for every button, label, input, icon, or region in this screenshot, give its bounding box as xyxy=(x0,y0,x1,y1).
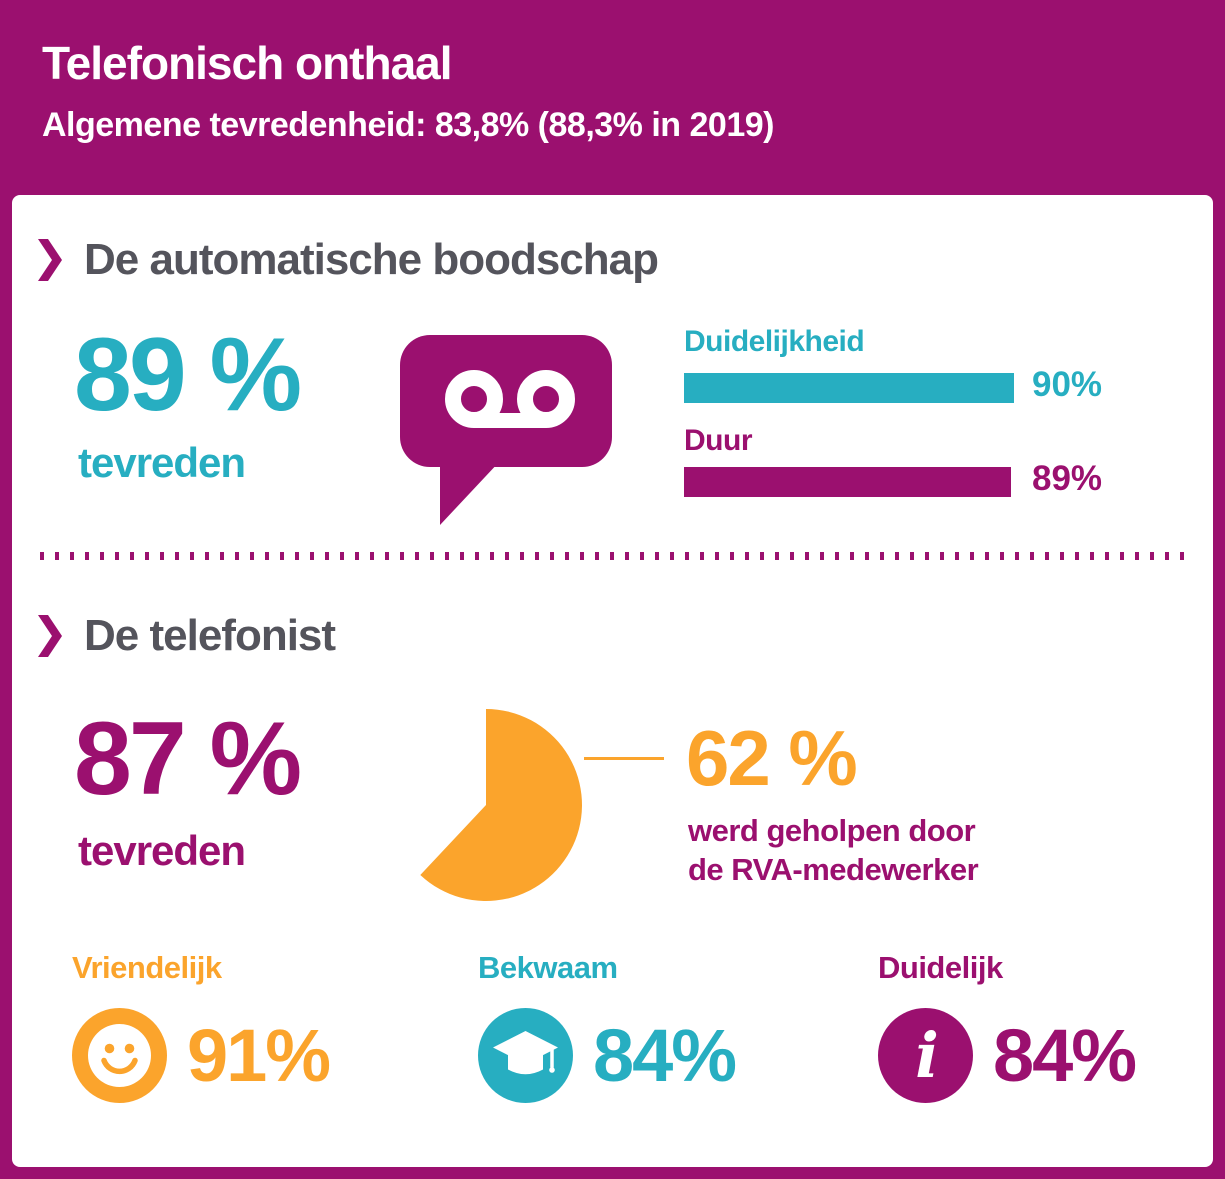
bar-chart: Duidelijkheid 90% Duur 89% xyxy=(684,325,1213,515)
operator-satisfaction-value: 87 % xyxy=(74,701,302,817)
pie-description-line2: de RVA-medewerker xyxy=(688,852,979,887)
graduation-cap-icon xyxy=(478,1008,573,1103)
bar-label: Duur xyxy=(684,424,753,457)
pie-description-line1: werd geholpen door xyxy=(688,813,976,848)
info-icon: i xyxy=(878,1008,973,1103)
pie-chart xyxy=(420,709,582,901)
chevron-icon xyxy=(38,615,62,657)
quality-column: Bekwaam 84% xyxy=(478,950,737,1103)
pie-slice xyxy=(420,709,582,901)
bar-fill xyxy=(684,373,1014,403)
auto-satisfaction-label: tevreden xyxy=(78,439,246,486)
pie-value: 62 % xyxy=(686,714,858,802)
section-heading-label: De automatische boodschap xyxy=(84,235,659,284)
pie-callout-line xyxy=(584,757,664,760)
pie-description: werd geholpen door de RVA-medewerker xyxy=(688,811,979,889)
bar-label: Duidelijkheid xyxy=(684,325,865,358)
operator-satisfaction-label: tevreden xyxy=(78,827,246,874)
bar-value: 90% xyxy=(1032,365,1103,404)
quality-label: Duidelijk xyxy=(878,950,1003,985)
page-title: Telefonisch onthaal xyxy=(42,37,453,89)
bar-fill xyxy=(684,467,1011,497)
auto-satisfaction-value: 89 % xyxy=(74,317,302,433)
quality-value: 84% xyxy=(593,1013,737,1097)
bar-value: 89% xyxy=(1032,459,1103,498)
smiley-icon xyxy=(72,1008,167,1103)
dotted-separator xyxy=(40,552,1185,560)
svg-text:i: i xyxy=(915,1019,939,1092)
page-subtitle: Algemene tevredenheid: 83,8% (88,3% in 2… xyxy=(42,106,774,144)
section-heading-telefonist: De telefonist xyxy=(38,611,336,661)
quality-value: 91% xyxy=(187,1013,331,1097)
quality-column: Vriendelijk 91% xyxy=(72,950,331,1103)
quality-value: 84% xyxy=(993,1013,1137,1097)
content-panel: De automatische boodschap 89 % tevreden … xyxy=(12,195,1213,1167)
quality-label: Bekwaam xyxy=(478,950,618,985)
voicemail-icon xyxy=(400,335,612,525)
chevron-icon xyxy=(38,239,62,281)
quality-column: Duidelijk i 84% xyxy=(878,950,1137,1103)
section-heading-automatische-boodschap: De automatische boodschap xyxy=(38,235,659,285)
section-heading-label: De telefonist xyxy=(84,611,336,660)
quality-label: Vriendelijk xyxy=(72,950,222,985)
